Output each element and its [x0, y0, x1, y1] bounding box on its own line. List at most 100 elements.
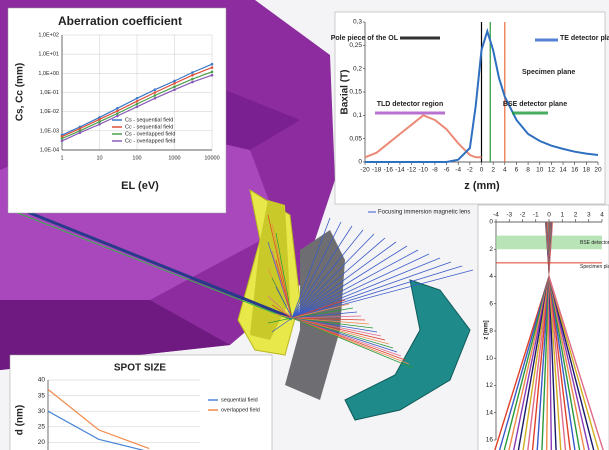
chamber-facet [0, 300, 230, 370]
series-line [47, 410, 145, 450]
y-tick-label: 25 [38, 424, 46, 431]
point [173, 85, 176, 89]
annotation: TLD detector region [377, 101, 444, 108]
ray [291, 237, 386, 319]
x-tick-label: 0 [480, 167, 484, 174]
ray [291, 317, 378, 333]
ray [291, 253, 430, 319]
y-tick-label: 16 [486, 437, 494, 444]
ray [291, 317, 370, 325]
ray [498, 276, 550, 450]
y-tick-label: 1,0E+01 [38, 52, 59, 58]
y-tick-label: 1,0E-04 [40, 147, 59, 153]
x-tick-label: 10 [96, 155, 102, 161]
y-tick-label: 0,25 [349, 42, 362, 49]
x-tick-label: 100 [132, 155, 141, 161]
y-tick-label: 10 [486, 355, 494, 362]
ray [291, 317, 382, 337]
y-axis-label: Baxial (T) [340, 69, 351, 114]
x-tick-label: 12 [548, 167, 556, 174]
chart-title: SPOT SIZE [114, 363, 167, 374]
x-tick-label: 8 [526, 167, 530, 174]
legend-label: Cs - overlapped field [125, 131, 175, 137]
ray [548, 221, 554, 277]
x-tick-label: -2 [467, 167, 473, 174]
series-line [364, 114, 482, 159]
annotation: Specimen plane [522, 69, 575, 76]
ray [291, 241, 397, 319]
point [60, 137, 64, 140]
ray [508, 276, 550, 450]
series-line [365, 27, 599, 163]
ray [548, 276, 590, 450]
x-axis-label: z (mm) [464, 180, 500, 192]
lens-grey [285, 230, 345, 400]
annotation: TE detector plane [560, 35, 609, 42]
x-tick-label: -1 [533, 212, 539, 219]
ray [291, 225, 353, 319]
point [210, 70, 214, 74]
y-tick-label: 30 [38, 408, 46, 415]
point [98, 120, 101, 123]
ray [527, 276, 550, 450]
x-tick-label: 1000 [168, 155, 180, 161]
x-tick-label: 4 [503, 167, 507, 174]
x-tick-label: -4 [455, 167, 461, 174]
point [191, 80, 194, 84]
point [173, 82, 176, 85]
x-tick-label: 6 [515, 167, 519, 174]
x-tick-label: 1 [60, 155, 63, 161]
point [135, 99, 139, 103]
ray [503, 276, 550, 450]
x-tick-label: 4 [600, 212, 604, 219]
x-tick-label: -3 [506, 212, 512, 219]
x-axis-label: EL (eV) [121, 180, 159, 192]
ray [522, 276, 550, 450]
scene-label: Focusing immersion magnetic lens [378, 210, 470, 216]
x-tick-label: 0 [547, 212, 551, 219]
panel-bg [9, 354, 273, 450]
x-tick-label: -16 [384, 167, 394, 174]
x-tick-label: -20 [360, 167, 370, 174]
y-axis-label: z [mm] [484, 320, 490, 339]
x-tick-label: 20 [594, 167, 602, 174]
ray [513, 276, 550, 450]
annotation: Pole piece of the OL [331, 35, 399, 42]
ray [291, 317, 374, 329]
chart-panel: Aberration coefficient 1,0E-04 1,0E-03 1,0E… [7, 7, 227, 214]
y-tick-label: 0,05 [349, 135, 362, 142]
point [116, 106, 119, 110]
ray [267, 295, 293, 319]
point [210, 66, 214, 69]
ray [548, 276, 553, 450]
point [191, 71, 194, 74]
x-tick-label: -8 [432, 167, 438, 174]
ray [548, 276, 562, 450]
ray [275, 313, 293, 319]
point [153, 91, 157, 94]
ray [291, 317, 398, 353]
ray [291, 317, 390, 345]
point [153, 88, 157, 91]
x-tick-label: -18 [372, 167, 382, 174]
legend-label: Cc - overlapped field [125, 138, 175, 144]
x-tick-label: 14 [559, 167, 567, 174]
ray [541, 276, 550, 450]
point [116, 112, 119, 115]
y-tick-label: 0 [358, 159, 362, 166]
ray [271, 304, 293, 319]
point [210, 62, 214, 66]
ray [548, 276, 595, 450]
x-tick-label: 1 [560, 212, 564, 219]
x-tick-label: -6 [444, 167, 450, 174]
x-tick-label: -4 [493, 212, 499, 219]
point [135, 96, 139, 100]
legend-label: overlapped field [221, 407, 260, 413]
ray [545, 276, 550, 450]
point [153, 96, 157, 100]
y-tick-label: 14 [486, 409, 494, 416]
ray [291, 245, 408, 319]
point [98, 117, 101, 121]
